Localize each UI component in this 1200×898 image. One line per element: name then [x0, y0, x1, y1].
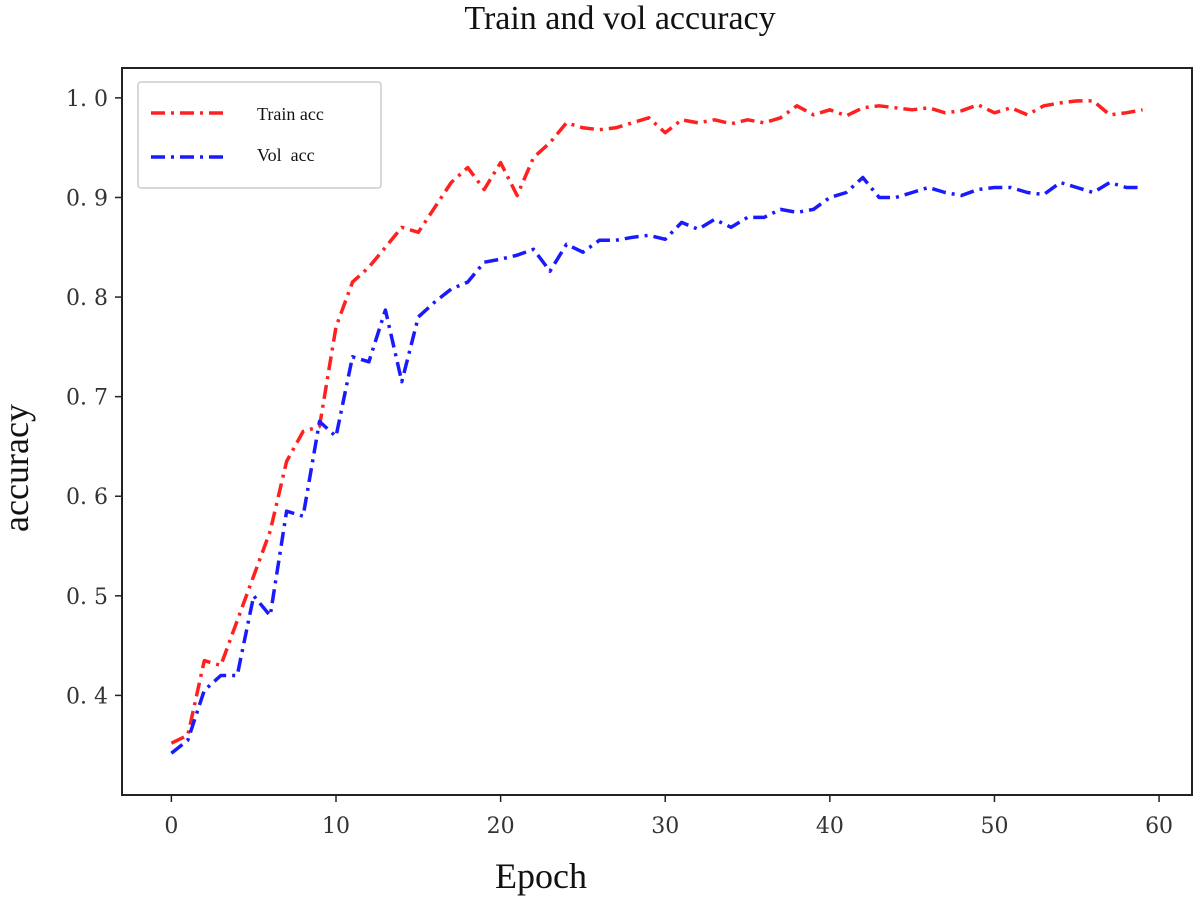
x-tick-label: 50	[980, 814, 1008, 839]
x-tick-label: 60	[1145, 814, 1173, 839]
y-tick-label: 0. 8	[66, 286, 108, 311]
x-tick-label: 10	[322, 814, 350, 839]
y-tick-label: 0. 9	[66, 186, 108, 211]
y-axis-label: accuracy	[0, 404, 36, 532]
plot-area	[121, 67, 1193, 796]
x-tick-label: 0	[164, 814, 178, 839]
x-tick-label: 30	[651, 814, 679, 839]
y-tick-label: 0. 7	[66, 386, 108, 411]
series-line-train-acc	[170, 99, 1143, 745]
axis-ticks: 0 10 20 30 40 50 60 0. 4 0. 5 0. 6 0. 7 0. 8 0. 9 1. …	[66, 87, 1173, 839]
chart-title: Train and vol accuracy	[464, 0, 775, 37]
x-axis-label: Epoch	[495, 856, 587, 896]
legend-label-train-acc: Train acc	[257, 104, 324, 124]
x-tick-label: 20	[487, 814, 515, 839]
series-line-vol-acc	[170, 175, 1143, 755]
series-layer	[170, 99, 1143, 755]
x-tick-label: 40	[816, 814, 844, 839]
y-tick-label: 0. 4	[66, 684, 108, 709]
y-tick-label: 1. 0	[66, 87, 108, 112]
y-tick-label: 0. 6	[66, 485, 108, 510]
y-tick-label: 0. 5	[66, 585, 108, 610]
legend: Train acc Vol acc	[137, 81, 382, 189]
legend-box	[137, 81, 382, 189]
legend-label-vol-acc: Vol acc	[257, 145, 315, 165]
